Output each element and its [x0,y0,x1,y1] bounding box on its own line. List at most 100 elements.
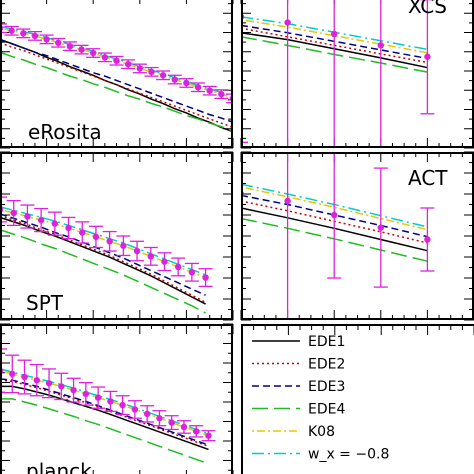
data-point [120,242,127,249]
data-point [243,14,245,20]
data-point [180,423,188,431]
data-point [156,415,163,422]
series-line-ede4 [2,398,209,465]
data-point [147,253,154,260]
data-point [159,72,167,79]
data-point [202,274,209,281]
series-line-ede2 [2,215,206,303]
data-point [161,258,168,265]
series-line-ede3 [243,195,428,238]
series-line-ede1 [2,217,206,305]
data-point [66,42,74,50]
panel-plot-area [243,154,435,318]
legend-label-k08: K08 [308,424,335,440]
data-point [65,224,72,232]
data-point [188,269,196,276]
panel-plot-area [2,196,213,314]
panel-frame [241,0,474,148]
data-point [9,370,16,378]
data-point [193,428,200,435]
panel-title-erosita: eRosita [28,120,102,144]
series-line-ede2 [2,42,231,128]
data-point [94,394,102,401]
data-point [2,25,4,31]
series-line-ede4 [2,229,206,314]
series-line-ede3 [2,213,206,296]
data-point [78,46,85,53]
data-point [2,368,4,374]
data-point [171,76,178,83]
data-point [58,383,65,390]
data-point [79,229,86,236]
data-point [24,213,31,220]
data-point [82,390,90,398]
data-point [107,398,114,405]
data-point [284,19,291,26]
data-point [37,216,45,224]
data-point [90,49,97,57]
data-point [119,401,126,409]
panel-title-act: ACT [408,166,448,190]
data-point [70,386,77,394]
data-point [31,32,39,40]
legend-label-ede1: EDE1 [308,334,345,350]
data-point [133,247,141,255]
series-line-ede3 [2,378,209,446]
data-point [21,373,28,381]
data-point [143,410,151,418]
data-point [51,220,59,227]
data-point [136,65,143,72]
series-line-ede4 [2,52,231,131]
series-line-ede2 [2,379,209,448]
legend-label-ede4: EDE4 [308,402,345,418]
data-point [148,68,155,76]
data-point [92,233,100,241]
data-point [101,54,109,61]
data-point [377,42,384,49]
data-point [183,79,190,87]
data-point [45,380,53,387]
data-point [229,95,231,101]
legend-label-wx: w_x = −0.8 [308,447,389,463]
series-line-ede1 [2,385,209,451]
panel-act [240,151,474,321]
data-point [10,209,17,217]
legend-label-ede3: EDE3 [308,379,345,395]
series-line-k08 [2,209,206,279]
panel-erosita [0,0,234,149]
series-line-wx [2,206,206,276]
data-point [194,84,202,91]
data-point [331,30,338,38]
panel-spt [0,151,234,321]
series-line-ede2 [243,27,428,64]
legend-label-ede2: EDE2 [308,357,345,373]
legend-frame [241,324,474,474]
panel-plot-area [2,23,231,132]
data-point [43,36,50,43]
panel-plot-area [2,348,216,465]
panel-title-spt: SPT [26,291,64,315]
data-point [174,263,182,271]
panel-planck [0,323,234,474]
data-point [243,191,245,197]
data-point [124,60,132,68]
data-point [168,419,175,426]
panel-title-planck: planck [26,459,92,474]
data-point [205,432,212,439]
panel-frame [0,324,233,474]
panel-title-xcs: XCS [408,0,447,18]
data-point [206,87,213,94]
data-point [424,236,431,243]
data-point [424,53,431,60]
data-point [55,39,62,46]
data-point [33,376,40,384]
data-point [377,224,384,231]
series-line-ede1 [2,39,231,132]
data-point [2,206,4,212]
data-point [331,211,338,219]
panel-plot-area [243,0,435,146]
legend: EDE1 EDE2 EDE3 EDE4 K08 w_x = −0.8 [241,324,474,474]
series-line-ede3 [2,40,231,123]
